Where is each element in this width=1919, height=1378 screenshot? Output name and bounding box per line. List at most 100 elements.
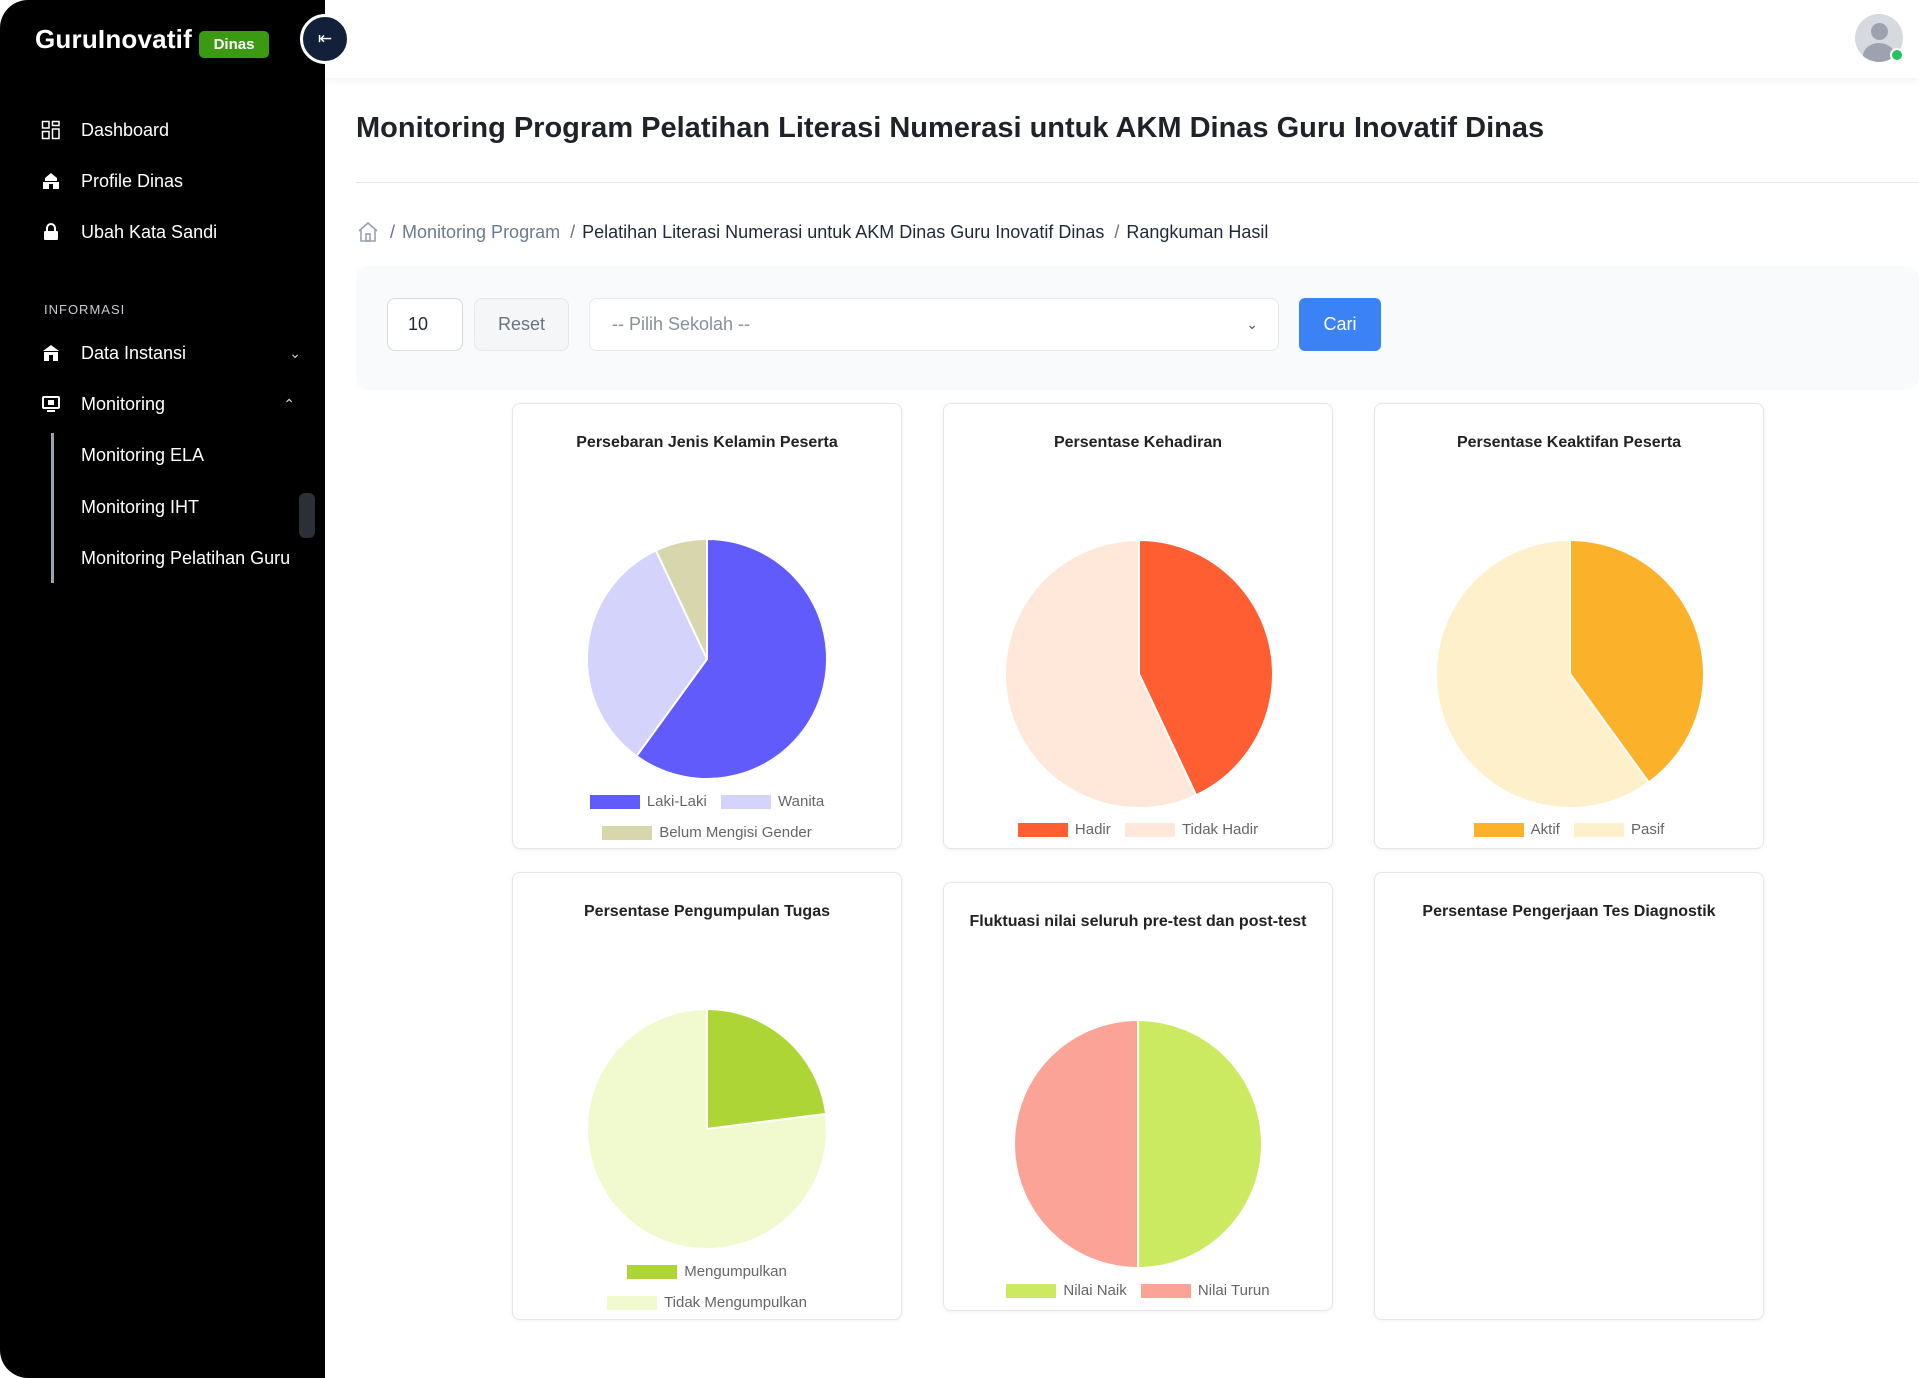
reset-button[interactable]: Reset bbox=[474, 298, 569, 351]
sidebar-item-monitoring[interactable]: Monitoring ⌃ bbox=[41, 391, 301, 417]
legend-item-tidak-mengumpulkan[interactable]: Tidak Mengumpulkan bbox=[607, 1289, 807, 1317]
search-button[interactable]: Cari bbox=[1299, 298, 1381, 351]
breadcrumb: / Monitoring Program / Pelatihan Literas… bbox=[356, 220, 1278, 244]
building-icon bbox=[41, 171, 61, 191]
page-size-input[interactable]: 10 bbox=[387, 298, 463, 351]
breadcrumb-separator: / bbox=[1114, 221, 1120, 242]
legend-swatch bbox=[1124, 823, 1175, 837]
legend-item-aktif[interactable]: Aktif bbox=[1473, 816, 1560, 844]
legend-label: Tidak Hadir bbox=[1181, 821, 1259, 838]
chart-title: Persentase Keaktifan Peserta bbox=[1456, 434, 1682, 451]
chart-title: Persebaran Jenis Kelamin Peserta bbox=[576, 434, 838, 451]
legend-swatch bbox=[1473, 823, 1524, 837]
sidebar-item-profile-dinas[interactable]: Profile Dinas bbox=[41, 168, 183, 194]
sidebar-item-ubah-kata-sandi[interactable]: Ubah Kata Sandi bbox=[41, 219, 217, 245]
chart-card-tes-diagnostik: Persentase Pengerjaan Tes Diagnostik bbox=[1374, 872, 1764, 1320]
legend-item-mengumpulkan[interactable]: Mengumpulkan bbox=[627, 1258, 787, 1286]
legend-swatch bbox=[627, 1265, 678, 1279]
chart-card-keaktifan: Persentase Keaktifan Peserta Aktif Pasif bbox=[1374, 403, 1764, 849]
sidebar-scrollbar[interactable] bbox=[299, 493, 315, 538]
sidebar-item-monitoring-ela[interactable]: Monitoring ELA bbox=[81, 445, 205, 465]
pie-slice-wanita[interactable] bbox=[586, 549, 709, 758]
avatar-body bbox=[1863, 43, 1895, 62]
chart-title: Persentase Kehadiran bbox=[1053, 434, 1223, 451]
pie-slice-belum-mengisi-gender[interactable] bbox=[654, 537, 708, 660]
brand-logo[interactable]: GuruInovatif bbox=[35, 24, 192, 54]
sidebar-item-label: Ubah Kata Sandi bbox=[81, 221, 218, 242]
chart-card-tugas: Persentase Pengumpulan Tugas Mengumpulka… bbox=[512, 872, 902, 1320]
legend-item-belum-mengisi-gender[interactable]: Belum Mengisi Gender bbox=[602, 819, 812, 847]
legend-label: Belum Mengisi Gender bbox=[659, 824, 812, 841]
section-label-informasi: INFORMASI bbox=[44, 302, 126, 317]
school-select[interactable]: -- Pilih Sekolah -- ⌄ bbox=[589, 298, 1279, 351]
grid-icon bbox=[41, 120, 61, 140]
legend-item-tidak-hadir[interactable]: Tidak Hadir bbox=[1124, 816, 1259, 844]
chevron-down-icon: ⌄ bbox=[1246, 316, 1258, 332]
monitor-icon bbox=[41, 394, 61, 414]
sidebar-item-label: Profile Dinas bbox=[81, 170, 184, 191]
sidebar-collapse-button[interactable]: ⇤ bbox=[300, 14, 350, 64]
avatar-head bbox=[1871, 23, 1888, 40]
legend-item-pasif[interactable]: Pasif bbox=[1574, 816, 1664, 844]
breadcrumb-monitoring-program[interactable]: Monitoring Program bbox=[402, 221, 561, 242]
legend-label: Mengumpulkan bbox=[684, 1263, 787, 1280]
pie-slice-hadir[interactable] bbox=[1138, 538, 1274, 797]
legend-item-nilai-naik[interactable]: Nilai Naik bbox=[1006, 1277, 1127, 1305]
sidebar-item-monitoring-pelatihan-guru[interactable]: Monitoring Pelatihan Guru bbox=[81, 548, 291, 568]
sidebar-item-monitoring-iht[interactable]: Monitoring IHT bbox=[81, 497, 200, 517]
chevron-down-icon: ⌄ bbox=[289, 344, 301, 361]
home-icon[interactable] bbox=[356, 220, 380, 244]
title-divider bbox=[356, 182, 1919, 183]
pie-chart-fluktuasi bbox=[1013, 1018, 1263, 1270]
legend-item-nilai-turun[interactable]: Nilai Turun bbox=[1140, 1277, 1270, 1305]
legend-label: Nilai Naik bbox=[1063, 1282, 1127, 1299]
sidebar: GuruInovatif Dinas Dashboard Profile Din… bbox=[0, 0, 325, 1378]
arrow-left-bar-icon: ⇤ bbox=[317, 29, 333, 48]
sidebar-item-dashboard[interactable]: Dashboard bbox=[41, 117, 169, 143]
chart-card-gender: Persebaran Jenis Kelamin Peserta Laki-La… bbox=[512, 403, 902, 849]
legend-swatch bbox=[602, 826, 653, 840]
pie-slice-nilai-turun[interactable] bbox=[1013, 1018, 1139, 1270]
legend-label: Pasif bbox=[1631, 821, 1665, 838]
chart-title: Fluktuasi nilai seluruh pre-test dan pos… bbox=[969, 913, 1307, 930]
legend-swatch bbox=[1140, 1284, 1191, 1298]
pie-slice-pasif[interactable] bbox=[1435, 538, 1651, 809]
chart-legend: Laki-Laki Wanita Belum Mengisi Gender bbox=[513, 788, 901, 850]
pie-chart-tugas bbox=[586, 1007, 828, 1250]
pie-slice-laki-laki[interactable] bbox=[635, 537, 828, 780]
school-icon bbox=[41, 343, 61, 363]
chevron-up-icon: ⌃ bbox=[283, 395, 295, 412]
chart-legend: Aktif Pasif bbox=[1375, 816, 1763, 847]
chart-title: Persentase Pengumpulan Tugas bbox=[584, 903, 830, 920]
pie-slice-mengumpulkan[interactable] bbox=[706, 1007, 828, 1131]
pie-slice-aktif[interactable] bbox=[1569, 538, 1705, 784]
sidebar-item-data-instansi[interactable]: Data Instansi ⌄ bbox=[41, 340, 301, 366]
pie-slice-nilai-naik[interactable] bbox=[1137, 1018, 1263, 1270]
sidebar-item-label: Data Instansi bbox=[81, 342, 187, 363]
legend-item-laki-laki[interactable]: Laki-Laki bbox=[589, 788, 707, 816]
chart-legend: Nilai Naik Nilai Turun bbox=[944, 1277, 1332, 1308]
lock-icon bbox=[41, 222, 61, 242]
legend-item-hadir[interactable]: Hadir bbox=[1017, 816, 1111, 844]
pie-chart-gender bbox=[586, 537, 828, 780]
legend-label: Wanita bbox=[778, 793, 825, 810]
top-header bbox=[325, 0, 1919, 78]
legend-label: Hadir bbox=[1074, 821, 1111, 838]
legend-swatch bbox=[589, 795, 640, 809]
chart-title: Persentase Pengerjaan Tes Diagnostik bbox=[1422, 903, 1716, 920]
pie-slice-tidak-hadir[interactable] bbox=[1004, 538, 1198, 809]
submenu-tree-line bbox=[51, 433, 54, 583]
chart-legend: Mengumpulkan Tidak Mengumpulkan bbox=[513, 1258, 901, 1320]
legend-swatch bbox=[607, 1296, 658, 1310]
legend-swatch bbox=[1574, 823, 1624, 837]
user-avatar[interactable] bbox=[1855, 14, 1903, 62]
legend-item-wanita[interactable]: Wanita bbox=[721, 788, 824, 816]
pie-chart-keaktifan bbox=[1435, 538, 1705, 809]
chart-card-kehadiran: Persentase Kehadiran Hadir Tidak Hadir bbox=[943, 403, 1333, 849]
chart-legend: Hadir Tidak Hadir bbox=[944, 816, 1332, 847]
legend-label: Nilai Turun bbox=[1197, 1282, 1270, 1299]
pie-slice-tidak-mengumpulkan[interactable] bbox=[586, 1007, 828, 1250]
legend-label: Laki-Laki bbox=[646, 793, 707, 810]
breadcrumb-separator: / bbox=[390, 221, 396, 242]
legend-swatch bbox=[721, 795, 772, 809]
